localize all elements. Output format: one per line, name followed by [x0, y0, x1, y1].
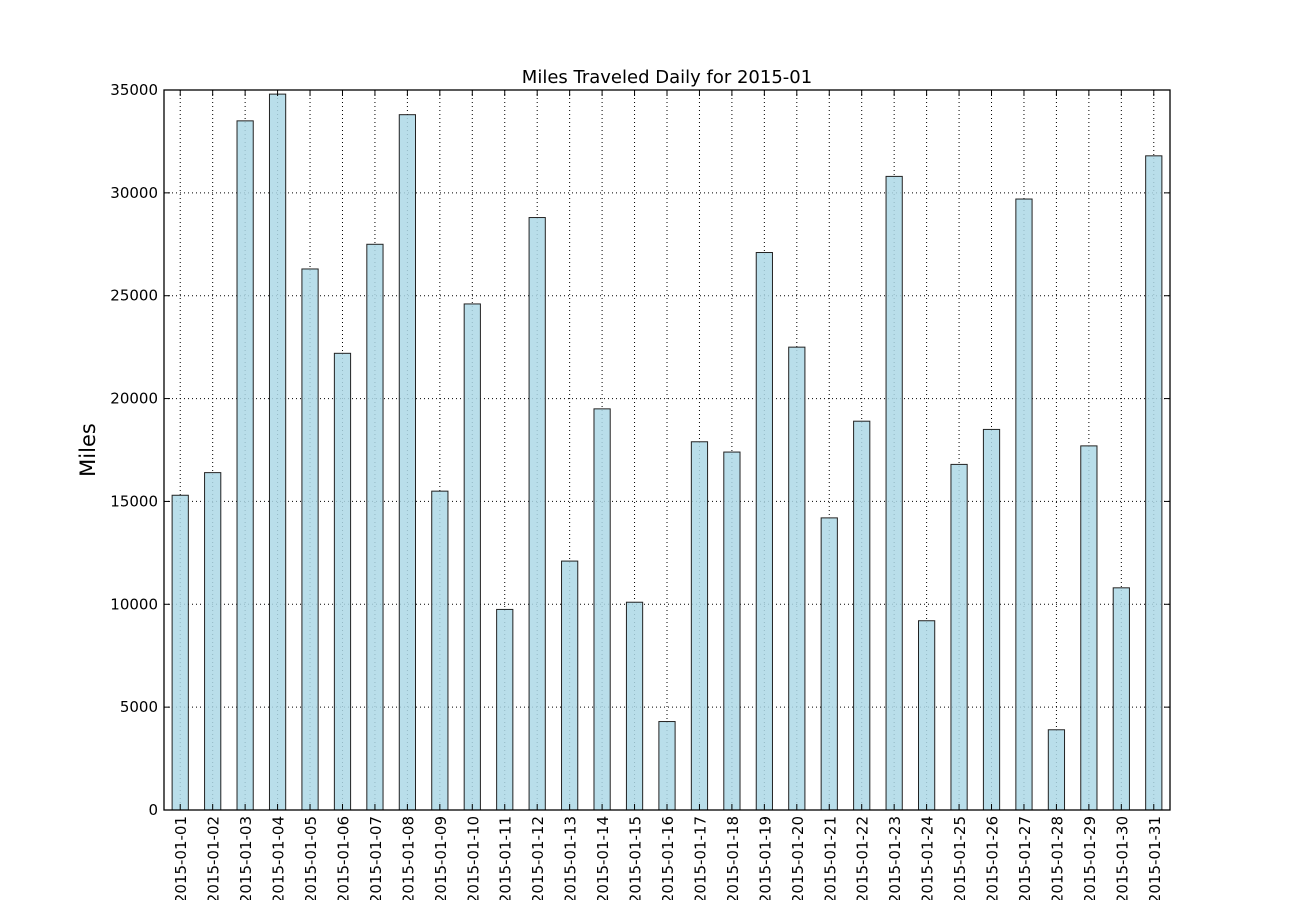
bar-2015-01-10 [463, 303, 481, 811]
y-tick-label: 20000 [110, 390, 158, 408]
bar-2015-01-17 [690, 441, 709, 811]
x-tick-label: 2015-01-22 [854, 816, 872, 900]
x-tick-label: 2015-01-12 [529, 816, 547, 900]
bar-2015-01-28 [1047, 729, 1066, 811]
bar-2015-01-23 [885, 175, 903, 811]
bar-2015-01-26 [982, 428, 1001, 811]
x-tick-label: 2015-01-11 [497, 816, 515, 900]
y-axis-label: Miles [76, 423, 100, 477]
x-tick-label: 2015-01-10 [464, 816, 482, 900]
x-tick-label: 2015-01-31 [1146, 816, 1164, 900]
bars [171, 93, 1163, 811]
bar-2015-01-19 [755, 252, 773, 811]
bar-2015-01-05 [301, 268, 319, 811]
x-tick-label: 2015-01-28 [1048, 816, 1066, 900]
x-tick-label: 2015-01-06 [334, 816, 352, 900]
bar-2015-01-30 [1112, 587, 1130, 811]
bar-2015-01-04 [268, 93, 287, 811]
x-tick-label: 2015-01-21 [821, 816, 839, 900]
x-tick-label: 2015-01-16 [659, 816, 677, 900]
bar-2015-01-31 [1145, 155, 1163, 811]
x-tick-label: 2015-01-23 [886, 816, 904, 900]
bar-2015-01-03 [236, 120, 254, 811]
bar-2015-01-21 [820, 517, 838, 811]
x-tick-label: 2015-01-13 [562, 816, 580, 900]
x-tick-label: 2015-01-15 [627, 816, 645, 900]
bar-2015-01-07 [366, 243, 384, 811]
x-tick-label: 2015-01-14 [594, 816, 612, 900]
bar-2015-01-14 [593, 408, 611, 811]
bar-2015-01-11 [496, 608, 514, 811]
x-tick-label: 2015-01-17 [691, 816, 709, 900]
bar-2015-01-09 [431, 490, 449, 811]
bar-2015-01-12 [528, 217, 546, 811]
bar-2015-01-01 [171, 494, 189, 811]
bar-2015-01-08 [398, 114, 417, 811]
x-tick-label: 2015-01-09 [432, 816, 450, 900]
bar-2015-01-25 [950, 463, 968, 811]
bar-2015-01-18 [723, 451, 741, 811]
y-tick-label: 0 [148, 801, 158, 819]
x-tick-label: 2015-01-24 [919, 816, 937, 900]
y-tick-label: 5000 [120, 698, 158, 716]
bar-2015-01-06 [333, 352, 352, 811]
x-tick-label: 2015-01-07 [367, 816, 385, 900]
bar-2015-01-29 [1080, 445, 1098, 811]
bar-2015-01-24 [918, 620, 936, 811]
x-tick-label: 2015-01-19 [756, 816, 774, 900]
y-tick-label: 10000 [110, 595, 158, 613]
x-tick-label: 2015-01-05 [302, 816, 320, 900]
x-tick-label: 2015-01-08 [399, 816, 417, 900]
x-tick-label: 2015-01-29 [1081, 816, 1099, 900]
chart-title: Miles Traveled Daily for 2015-01 [522, 67, 812, 88]
bar-2015-01-16 [658, 721, 676, 811]
x-tick-label: 2015-01-25 [951, 816, 969, 900]
x-tick-label: 2015-01-26 [984, 816, 1002, 900]
x-tick-label: 2015-01-04 [270, 816, 288, 900]
y-tick-label: 30000 [110, 184, 158, 202]
x-tick-label: 2015-01-18 [724, 816, 742, 900]
x-tick-label: 2015-01-03 [237, 816, 255, 900]
y-tick-label: 35000 [110, 81, 158, 99]
y-tick-label: 15000 [110, 492, 158, 510]
bar-2015-01-27 [1015, 198, 1033, 811]
bar-2015-01-22 [853, 420, 871, 811]
bar-2015-01-20 [788, 346, 806, 811]
x-tick-label: 2015-01-27 [1016, 816, 1034, 900]
x-tick-label: 2015-01-02 [205, 816, 223, 900]
x-tick-label: 2015-01-20 [789, 816, 807, 900]
x-tick-label: 2015-01-30 [1113, 816, 1131, 900]
x-tick-label: 2015-01-01 [172, 816, 190, 900]
bar-2015-01-02 [204, 472, 222, 811]
bar-2015-01-15 [625, 601, 644, 811]
bar-2015-01-13 [561, 560, 579, 811]
axis-ticks: 0 5000 10000 15000 20000 25000 30000 35000 2015-… [110, 81, 1170, 900]
y-tick-label: 25000 [110, 287, 158, 305]
